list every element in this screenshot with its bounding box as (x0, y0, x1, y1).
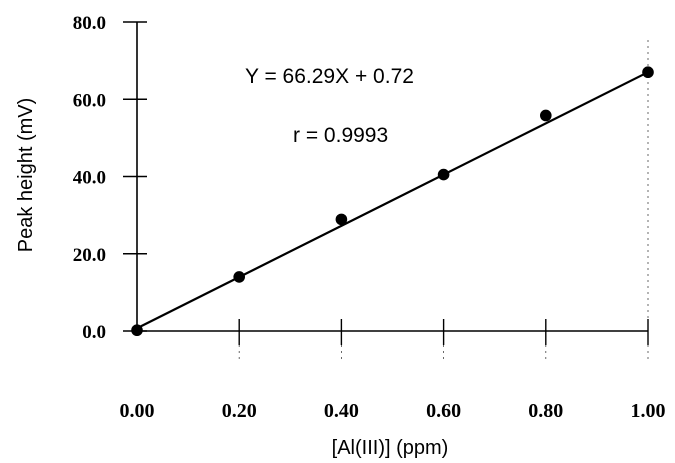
y-tick-label: 0.0 (82, 322, 106, 343)
points-layer (131, 66, 654, 337)
x-tick-label: 0.60 (426, 400, 461, 422)
data-point (437, 168, 450, 181)
data-point (233, 271, 245, 283)
x-tick-label: 0.00 (120, 400, 155, 422)
x-tick-label: 0.40 (324, 400, 359, 422)
grid-layer (238, 40, 649, 359)
y-tick-label: 60.0 (73, 90, 106, 111)
y-tick-label: 40.0 (73, 168, 106, 189)
labels-layer: 0.0 20.0 40.0 60.0 80.0 0.00 0.20 0.40 0.60 0.80 1… (73, 13, 666, 422)
y-tick-label: 80.0 (73, 13, 106, 34)
data-point (335, 213, 348, 226)
data-point (540, 109, 552, 122)
y-axis-title: Peak height (mV) (15, 98, 37, 253)
data-point (642, 66, 654, 79)
x-tick-label: 0.20 (222, 400, 257, 422)
annotation-equation: Y = 66.29X + 0.72 (245, 65, 414, 88)
x-tick-label: 0.80 (528, 400, 563, 422)
fit-layer (136, 71, 649, 330)
regression-line (136, 71, 649, 330)
x-axis-title: [Al(III)] (ppm) (332, 437, 449, 459)
data-point (131, 324, 143, 337)
ticks-layer (123, 21, 649, 345)
x-tick-label: 1.00 (631, 400, 666, 422)
y-tick-label: 20.0 (73, 245, 106, 266)
annotation-correlation: r = 0.9993 (293, 124, 388, 147)
